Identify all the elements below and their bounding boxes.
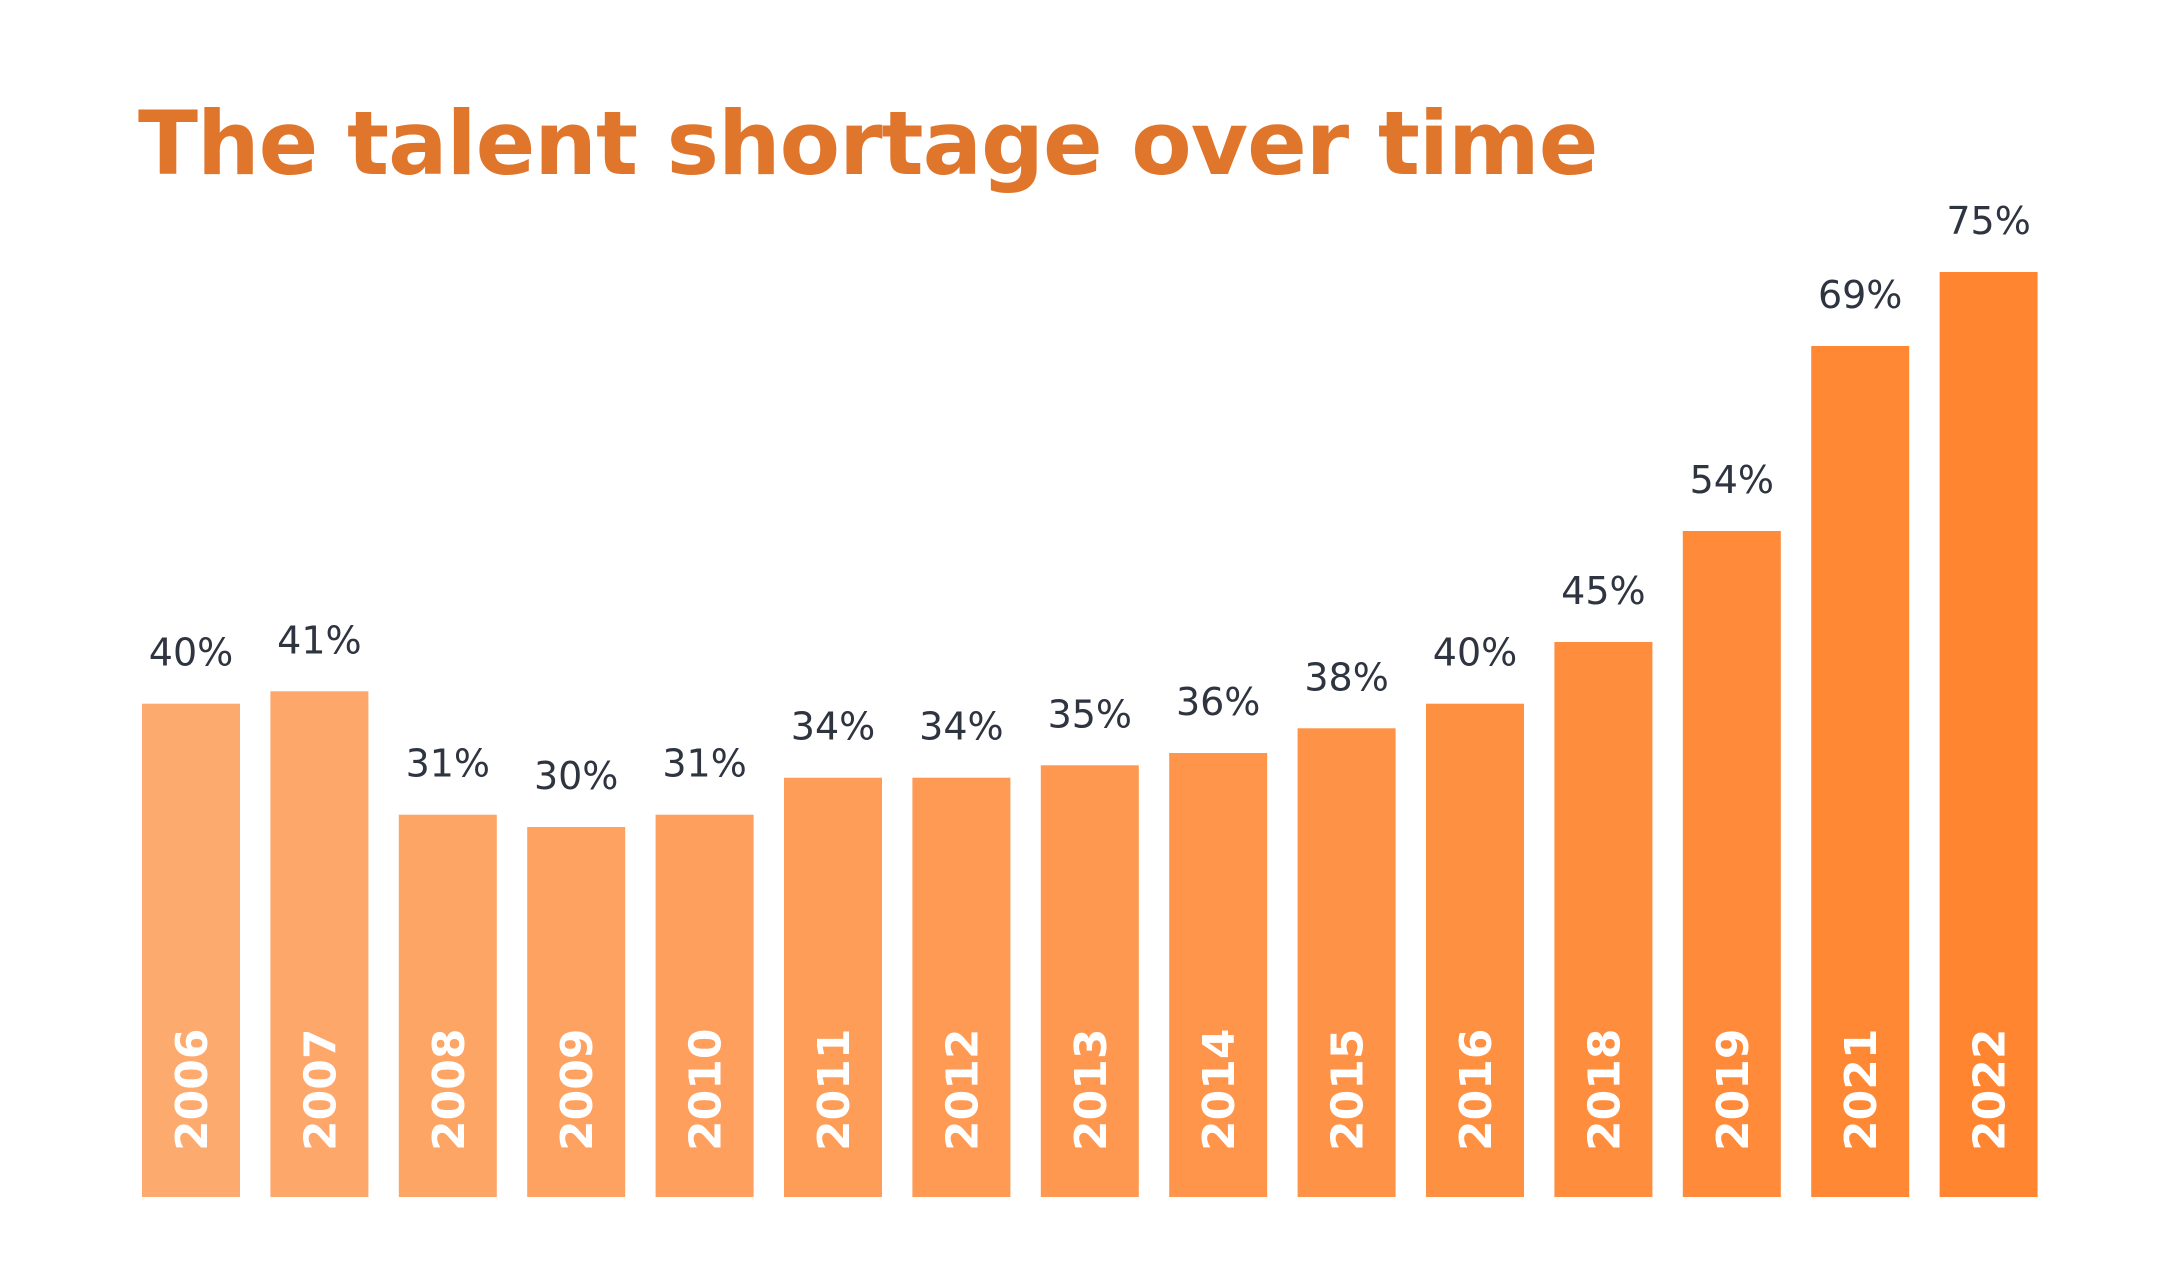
bar-2009 [527, 827, 626, 1197]
bar-2014 [1169, 753, 1268, 1197]
bar-2018 [1554, 642, 1653, 1197]
year-label-2008: 2008 [424, 1029, 475, 1151]
bars-group [142, 272, 2038, 1197]
year-label-2012: 2012 [937, 1029, 988, 1151]
value-label-2007: 41% [277, 618, 361, 662]
value-label-2019: 54% [1690, 458, 1774, 502]
year-label-2009: 2009 [552, 1029, 603, 1151]
value-label-2022: 75% [1946, 199, 2030, 243]
value-label-2010: 31% [662, 742, 746, 786]
year-label-2021: 2021 [1836, 1029, 1887, 1151]
bar-2016 [1426, 703, 1524, 1197]
bar-2013 [1040, 765, 1139, 1197]
year-labels-group: 2006 2007 2008 2009 2010 2011 2012 2013 2014 2015… [167, 1029, 2016, 1151]
value-label-2015: 38% [1304, 655, 1388, 699]
bar-2010 [655, 814, 754, 1197]
value-label-2008: 31% [406, 742, 490, 786]
bar-2012 [912, 777, 1011, 1197]
year-label-2022: 2022 [1965, 1029, 2016, 1151]
year-label-2019: 2019 [1708, 1029, 1759, 1151]
value-label-2009: 30% [534, 754, 618, 798]
value-label-2013: 35% [1048, 692, 1132, 736]
year-label-2010: 2010 [681, 1029, 732, 1151]
bar-2011 [784, 777, 882, 1197]
value-label-2018: 45% [1561, 569, 1645, 613]
value-label-2014: 36% [1176, 680, 1260, 724]
year-label-2006: 2006 [167, 1029, 218, 1151]
year-label-2007: 2007 [295, 1029, 346, 1151]
year-label-2015: 2015 [1323, 1029, 1374, 1151]
value-label-2011: 34% [791, 705, 875, 749]
value-label-2021: 69% [1818, 273, 1902, 317]
value-label-2016: 40% [1433, 631, 1517, 675]
bar-2021 [1811, 346, 1910, 1197]
bar-2022 [1939, 272, 2038, 1197]
bar-2008 [398, 814, 497, 1197]
year-label-2018: 2018 [1579, 1029, 1630, 1151]
year-label-2016: 2016 [1451, 1029, 1502, 1151]
year-label-2013: 2013 [1066, 1029, 1117, 1151]
value-labels-group: 40% 41% 31% 30% 31% 34% 34% 35% 36% 38% 40% 45% 54% 6… [149, 199, 2031, 798]
bar-2006 [142, 703, 240, 1197]
value-label-2006: 40% [149, 631, 233, 675]
bar-2019 [1682, 531, 1781, 1197]
value-label-2012: 34% [919, 705, 1003, 749]
bar-2007 [270, 691, 369, 1197]
year-label-2014: 2014 [1194, 1029, 1245, 1151]
bar-2015 [1297, 728, 1396, 1197]
year-label-2011: 2011 [809, 1029, 860, 1151]
chart-title: The talent shortage over time [138, 92, 1598, 195]
